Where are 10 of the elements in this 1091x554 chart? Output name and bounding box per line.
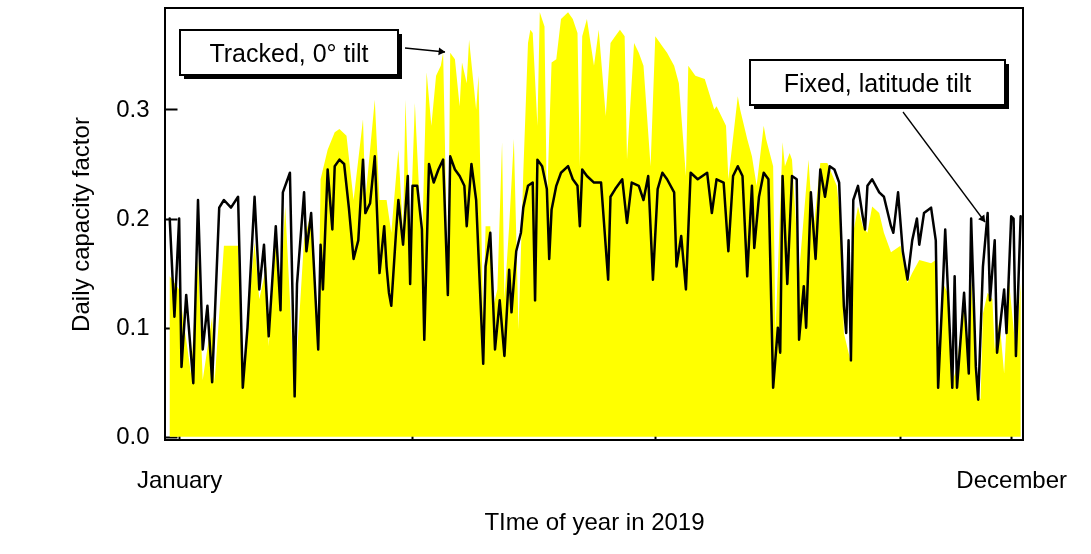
y-tick-label: 0.0 bbox=[116, 422, 150, 450]
y-tick-label: 0.2 bbox=[116, 204, 150, 232]
y-tick-label: 0.1 bbox=[116, 313, 150, 341]
y-axis-title: Daily capacity factor bbox=[67, 117, 95, 332]
x-axis-title: TIme of year in 2019 bbox=[484, 507, 705, 535]
x-tick-label: January bbox=[136, 465, 223, 493]
x-tick-label: December bbox=[956, 465, 1068, 493]
text: Fixed, latitude tilt bbox=[783, 68, 972, 97]
legend-label: Tracked, 0° tilt bbox=[209, 38, 369, 67]
y-tick-label: 0.3 bbox=[116, 94, 150, 122]
